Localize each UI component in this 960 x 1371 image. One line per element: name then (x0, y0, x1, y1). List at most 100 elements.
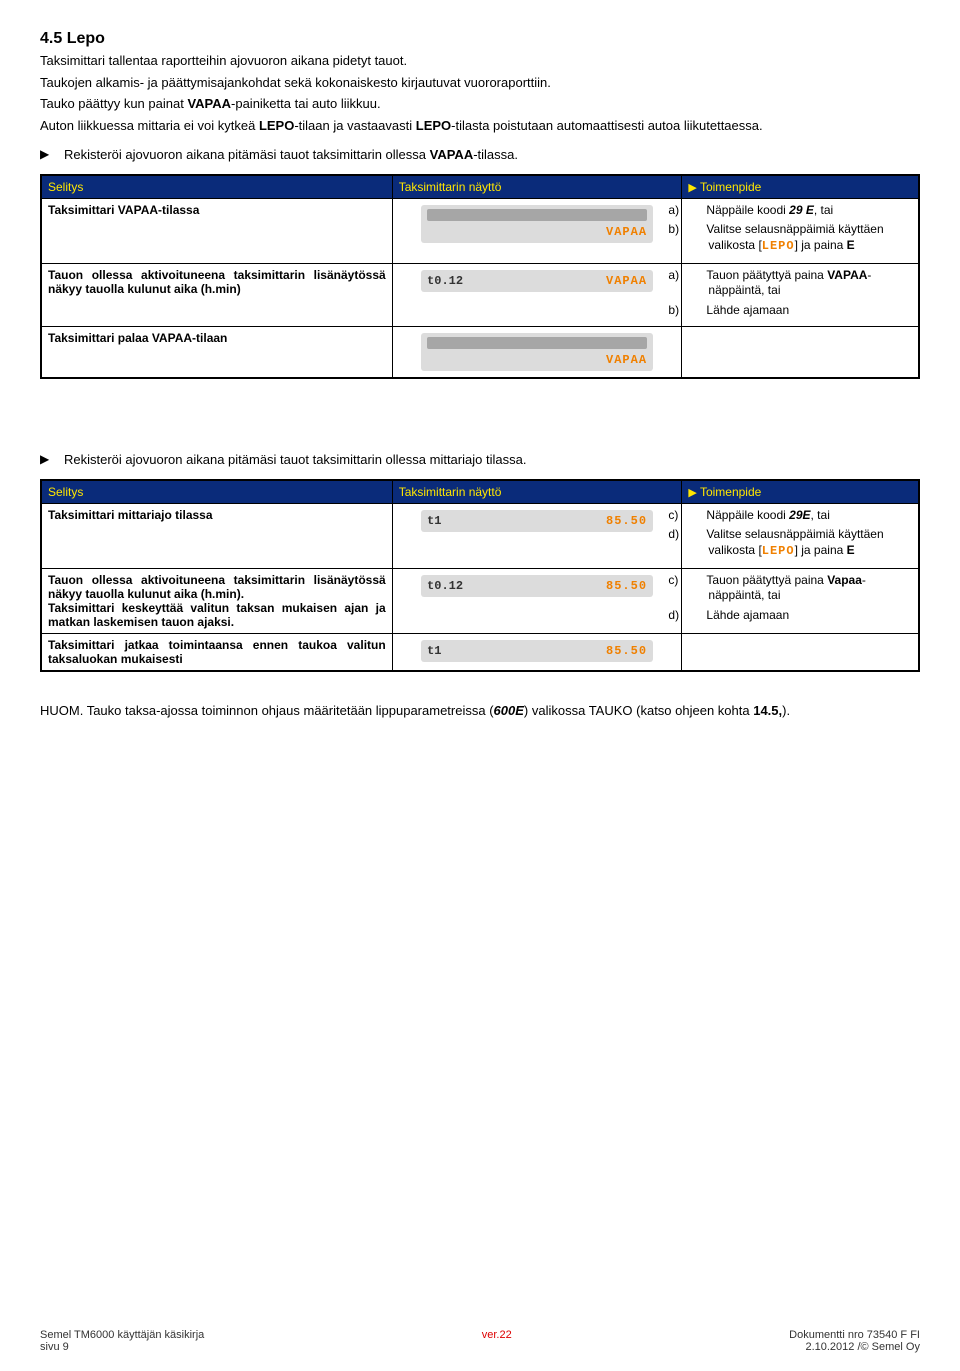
action-item: b)Valitse selausnäppäimiä käyttäen valik… (688, 222, 912, 254)
hdr-act: Toimenpide (682, 480, 919, 504)
action-item: a)Näppäile koodi 29 E, tai (688, 203, 912, 219)
meter-display: VAPAA (421, 333, 653, 371)
cell-display: t0.12 85.50 (392, 568, 682, 633)
t: , tai (814, 203, 833, 217)
t2r3-desc: Taksimittari jatkaa toimintaansa ennen t… (48, 638, 386, 666)
note-pre: HUOM. Tauko taksa-ajossa toiminnon ohjau… (40, 703, 494, 718)
arrow-note-2: Rekisteröi ajovuoron aikana pitämäsi tau… (64, 451, 920, 469)
cell-display: t1 85.50 (392, 503, 682, 568)
note-post: ). (782, 703, 790, 718)
lepo-label: LEPO (762, 544, 795, 558)
t1r3-desc: Taksimittari palaa VAPAA-tilaan (48, 331, 227, 345)
note-mid: ) valikossa TAUKO (katso ohjeen kohta (524, 703, 753, 718)
intro-p4-c: -tilaan ja vastaavasti (294, 118, 415, 133)
t: Lähde ajamaan (706, 608, 789, 622)
footer-right2: 2.10.2012 /© Semel Oy (805, 1341, 920, 1353)
footer-mid: ver.22 (482, 1329, 512, 1353)
intro-p4-a: Auton liikkuessa mittaria ei voi kytkeä (40, 118, 259, 133)
cell-action: c)Näppäile koodi 29E, tai d)Valitse sela… (682, 503, 919, 568)
hdr-desc: Selitys (41, 175, 392, 199)
cell-display: VAPAA (392, 327, 682, 379)
letter-a: a) (688, 203, 706, 219)
letter-d: d) (688, 608, 706, 624)
arrow1-a: Rekisteröi ajovuoron aikana pitämäsi tau… (64, 147, 430, 162)
cell-desc: Taksimittari VAPAA-tilassa (41, 198, 392, 263)
table-header-row: Selitys Taksimittarin näyttö Toimenpide (41, 480, 919, 504)
btn-name: VAPAA (827, 268, 867, 282)
display-right: 85.50 (606, 644, 647, 658)
t2r1-desc: Taksimittari mittariajo tilassa (48, 508, 213, 522)
letter-d: d) (688, 527, 706, 543)
t: ] ja paina (795, 543, 847, 557)
intro-p4-e: -tilasta poistutaan automaattisesti auto… (451, 118, 762, 133)
hdr-act: Toimenpide (682, 175, 919, 199)
t: Näppäile koodi (706, 203, 789, 217)
hdr-disp: Taksimittarin näyttö (392, 175, 682, 199)
cell-desc: Tauon ollessa aktivoituneena taksimittar… (41, 263, 392, 327)
key-e: E (847, 543, 855, 557)
action-item: a)Tauon päätyttyä paina VAPAA-näppäintä,… (688, 268, 912, 299)
code: 29 E (789, 203, 814, 217)
cell-action: a)Näppäile koodi 29 E, tai b)Valitse sel… (682, 198, 919, 263)
meter-display: VAPAA (421, 205, 653, 243)
note-ref: 14.5, (753, 703, 782, 718)
meter-display: t0.12 VAPAA (421, 270, 653, 292)
footer-left2: sivu 9 (40, 1341, 69, 1353)
t: Tauon päätyttyä paina (706, 573, 827, 587)
intro-p1: Taksimittari tallentaa raportteihin ajov… (40, 52, 920, 70)
display-left: t0.12 (427, 274, 463, 288)
action-item: d)Lähde ajamaan (688, 608, 912, 624)
note-paragraph: HUOM. Tauko taksa-ajossa toiminnon ohjau… (40, 702, 920, 720)
cell-action (682, 633, 919, 671)
meter-display: t1 85.50 (421, 510, 653, 532)
footer-left: Semel TM6000 käyttäjän käsikirja sivu 9 (40, 1329, 204, 1353)
section-heading: 4.5 Lepo (40, 30, 920, 48)
table-row: Taksimittari mittariajo tilassa t1 85.50… (41, 503, 919, 568)
table-row: Tauon ollessa aktivoituneena taksimittar… (41, 568, 919, 633)
meter-display: t0.12 85.50 (421, 575, 653, 597)
intro-p4-b: LEPO (259, 118, 294, 133)
lepo-label: LEPO (762, 239, 795, 253)
display-right: VAPAA (606, 274, 647, 288)
key-e: E (847, 238, 855, 252)
intro-p3-a: Tauko päättyy kun painat (40, 96, 187, 111)
cell-action: a)Tauon päätyttyä paina VAPAA-näppäintä,… (682, 263, 919, 327)
display-right: VAPAA (606, 353, 647, 367)
intro-p4-d: LEPO (416, 118, 451, 133)
note-code: 600E (494, 703, 524, 718)
display-left: t1 (427, 644, 441, 658)
cell-desc: Taksimittari jatkaa toimintaansa ennen t… (41, 633, 392, 671)
cell-display: t0.12 VAPAA (392, 263, 682, 327)
cell-desc: Taksimittari palaa VAPAA-tilaan (41, 327, 392, 379)
cell-desc: Tauon ollessa aktivoituneena taksimittar… (41, 568, 392, 633)
display-left: t1 (427, 514, 441, 528)
table-vapaa: Selitys Taksimittarin näyttö Toimenpide … (40, 174, 920, 380)
action-item: c)Tauon päätyttyä paina Vapaa-näppäintä,… (688, 573, 912, 604)
table-header-row: Selitys Taksimittarin näyttö Toimenpide (41, 175, 919, 199)
cell-display: VAPAA (392, 198, 682, 263)
intro-p4: Auton liikkuessa mittaria ei voi kytkeä … (40, 117, 920, 135)
cell-action (682, 327, 919, 379)
letter-b: b) (688, 303, 706, 319)
cell-desc: Taksimittari mittariajo tilassa (41, 503, 392, 568)
letter-c: c) (688, 508, 706, 524)
action-item: c)Näppäile koodi 29E, tai (688, 508, 912, 524)
action-item: b)Lähde ajamaan (688, 303, 912, 319)
code: 29E (789, 508, 810, 522)
table-row: Taksimittari VAPAA-tilassa VAPAA a)Näppä… (41, 198, 919, 263)
footer-right1: Dokumentti nro 73540 F FI (789, 1329, 920, 1341)
arrow1-c: -tilassa. (473, 147, 518, 162)
intro-p3-b: VAPAA (187, 96, 231, 111)
display-right: 85.50 (606, 514, 647, 528)
t: Näppäile koodi (706, 508, 789, 522)
letter-c: c) (688, 573, 706, 589)
footer-left1: Semel TM6000 käyttäjän käsikirja (40, 1329, 204, 1341)
cell-action: c)Tauon päätyttyä paina Vapaa-näppäintä,… (682, 568, 919, 633)
action-item: d)Valitse selausnäppäimiä käyttäen valik… (688, 527, 912, 559)
cell-display: t1 85.50 (392, 633, 682, 671)
meter-display: t1 85.50 (421, 640, 653, 662)
display-left: t0.12 (427, 579, 463, 593)
t2r2-desc: Tauon ollessa aktivoituneena taksimittar… (48, 573, 386, 629)
arrow-note-1: Rekisteröi ajovuoron aikana pitämäsi tau… (64, 146, 920, 164)
t1r2-desc: Tauon ollessa aktivoituneena taksimittar… (48, 268, 386, 296)
